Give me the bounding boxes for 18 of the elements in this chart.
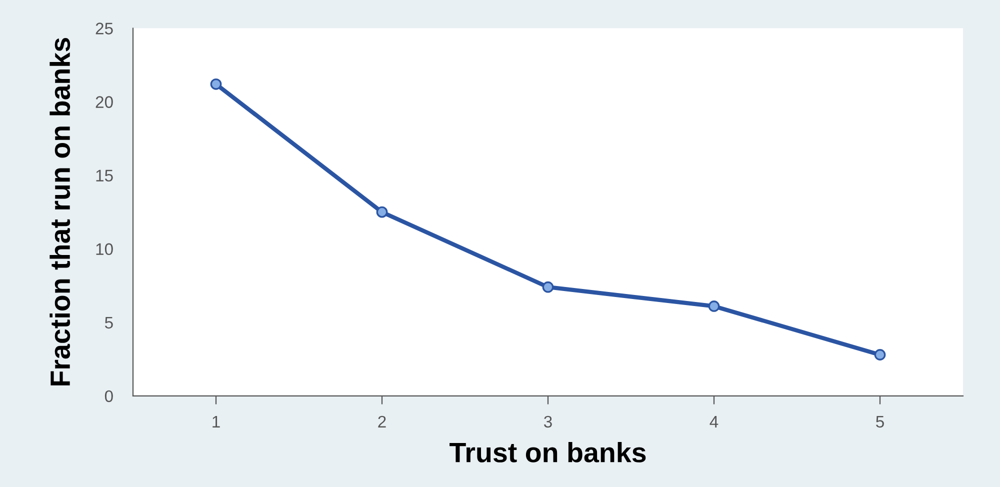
y-tick-label: 25 — [96, 22, 113, 34]
x-axis-title: Trust on banks — [450, 442, 646, 462]
y-tick-label: 15 — [96, 170, 113, 182]
x-tick-label: 5 — [876, 416, 884, 428]
point — [542, 281, 554, 293]
point — [874, 349, 886, 360]
y-tick-label: 0 — [104, 390, 113, 402]
y-tick-label: 20 — [96, 96, 113, 108]
y-tick-label: 10 — [96, 243, 113, 256]
x-tick-label: 2 — [378, 416, 386, 428]
point — [708, 300, 720, 312]
x-tick-label: 1 — [212, 416, 220, 428]
point — [210, 78, 222, 90]
y-tick-label: 5 — [104, 316, 113, 329]
x-tick-label: 4 — [710, 416, 718, 428]
y-axis-title: Fraction that run on banks — [50, 38, 70, 386]
point — [376, 206, 388, 218]
x-tick-label: 3 — [544, 416, 552, 428]
